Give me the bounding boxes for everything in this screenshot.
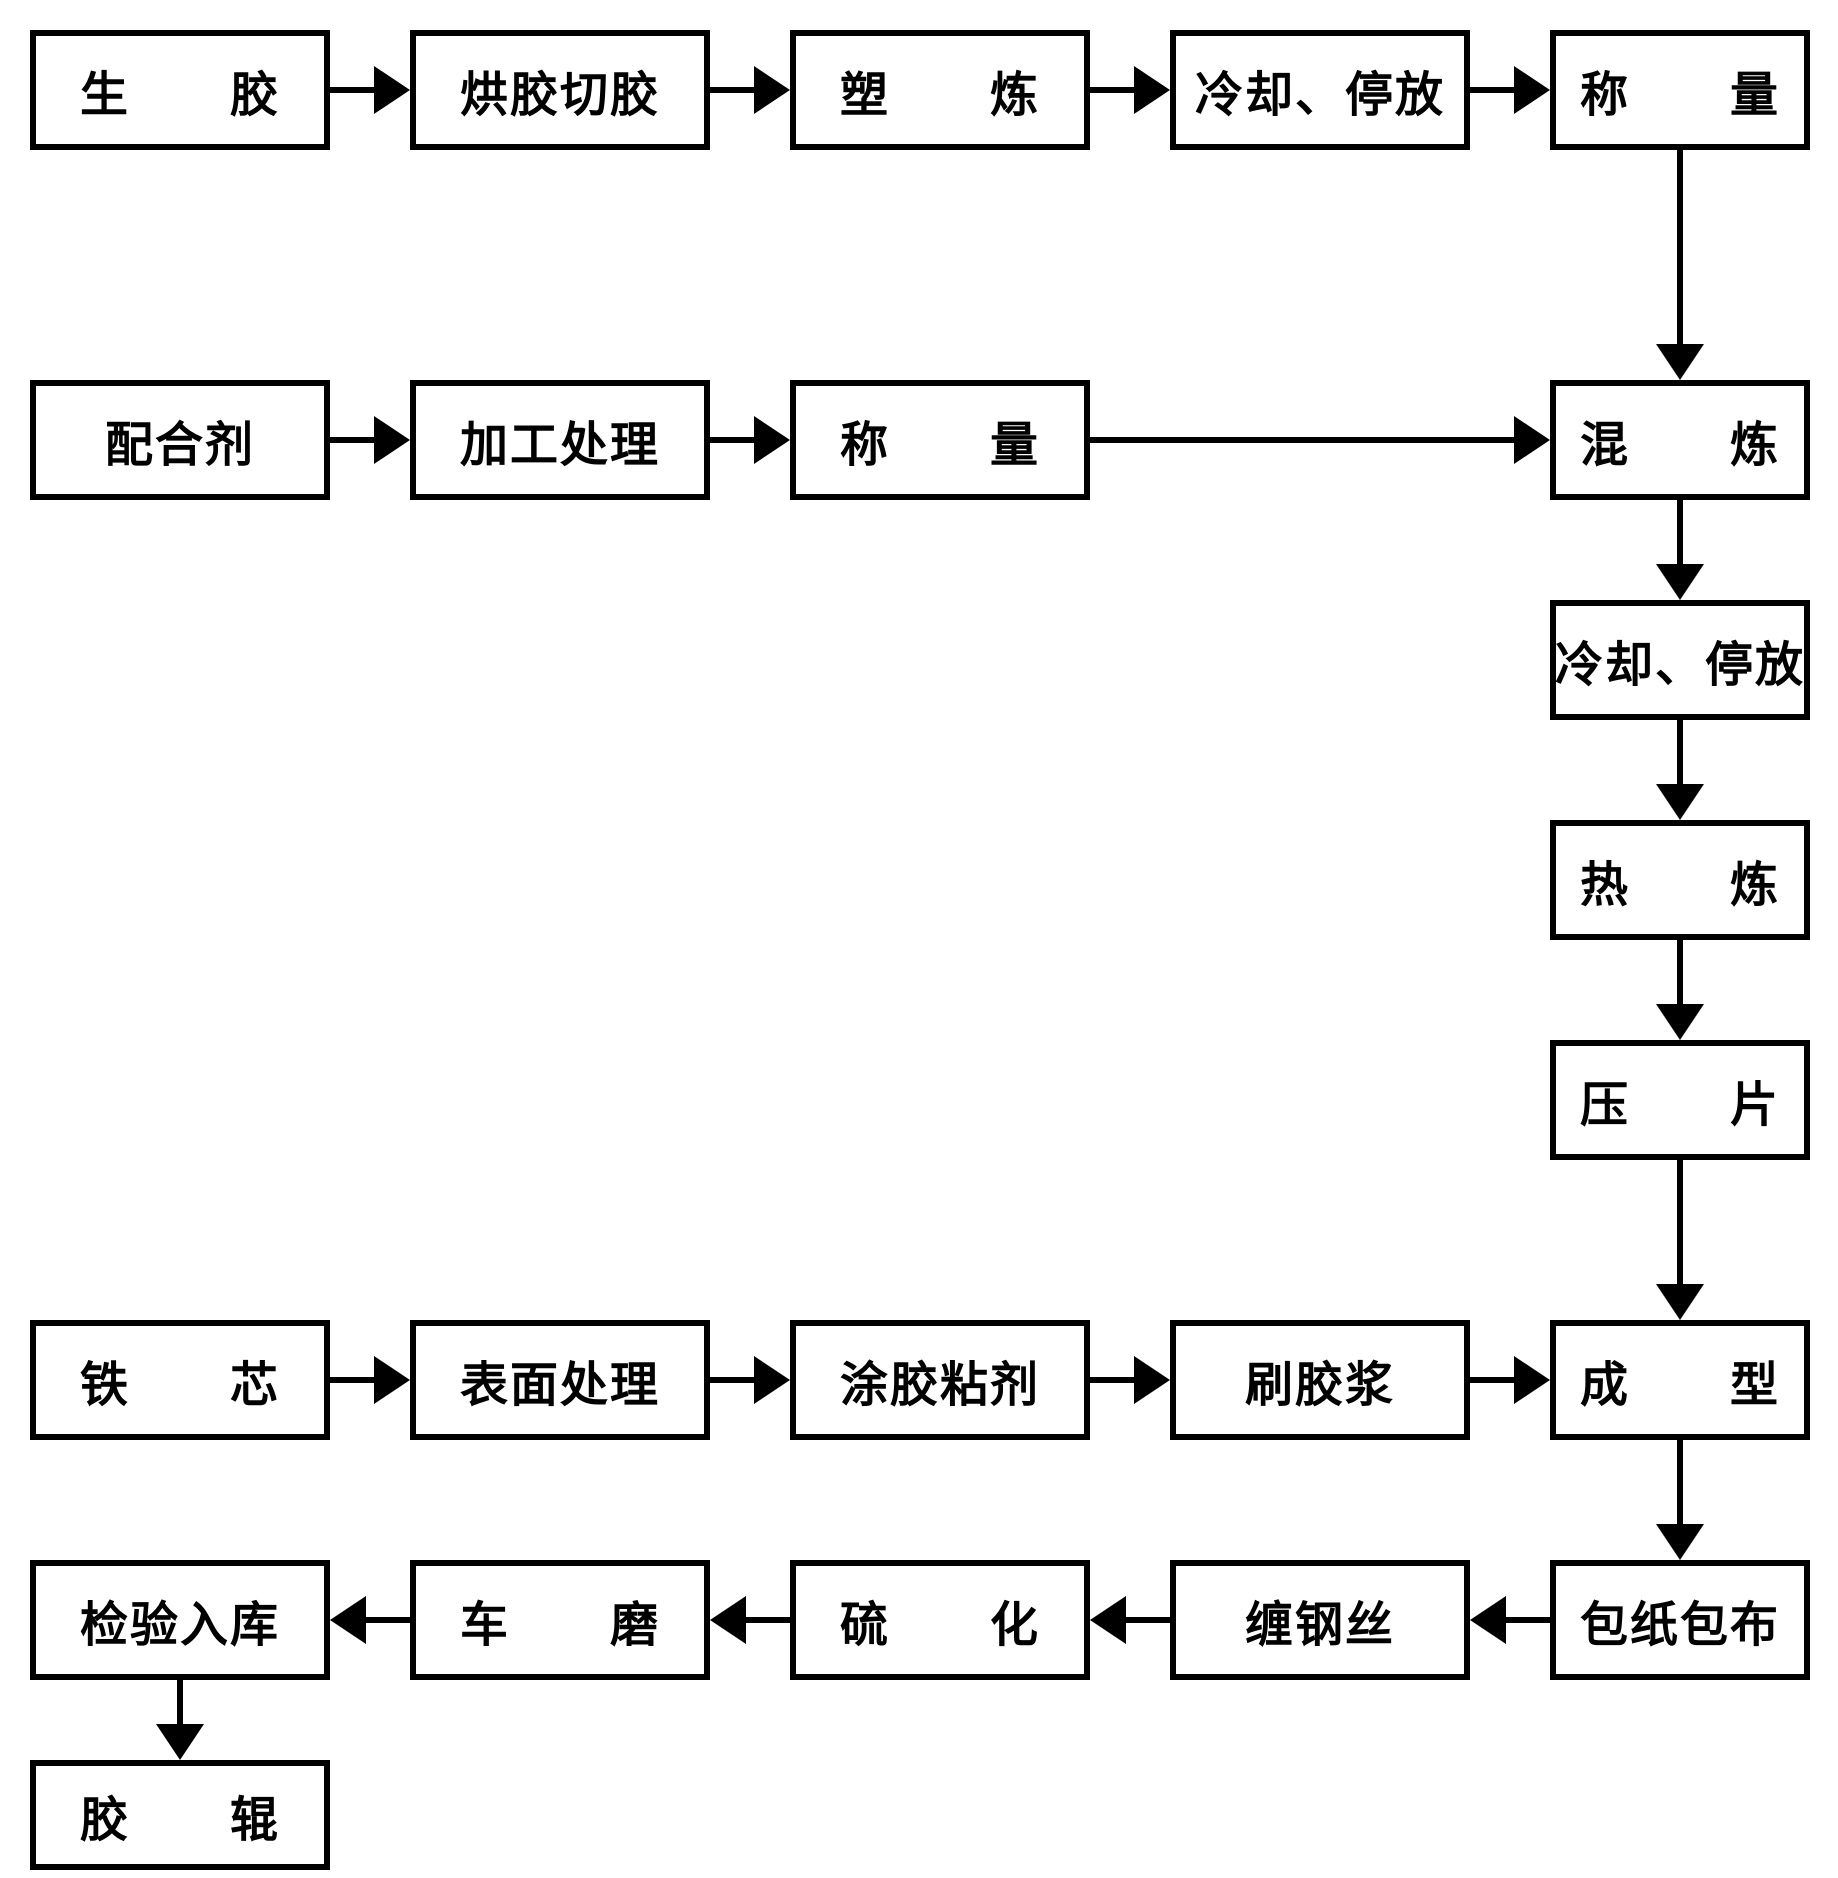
flow-node-n11: 热 炼 — [1550, 820, 1810, 940]
flow-node-label: 称 量 — [1580, 55, 1780, 125]
flow-node-n15: 涂胶粘剂 — [790, 1320, 1090, 1440]
flow-node-label: 配合剂 — [105, 405, 255, 475]
flow-node-label: 称 量 — [840, 405, 1040, 475]
flow-node-n21: 缠钢丝 — [1170, 1560, 1470, 1680]
flow-node-n10: 冷却、停放 — [1550, 600, 1810, 720]
flow-node-n22: 包纸包布 — [1550, 1560, 1810, 1680]
flow-node-label: 缠钢丝 — [1245, 1585, 1395, 1655]
flow-node-n18: 检验入库 — [30, 1560, 330, 1680]
flow-node-n23: 胶 辊 — [30, 1760, 330, 1870]
flow-node-n5: 称 量 — [1550, 30, 1810, 150]
flow-node-n8: 称 量 — [790, 380, 1090, 500]
flow-node-label: 硫 化 — [840, 1585, 1040, 1655]
flow-node-label: 胶 辊 — [80, 1780, 280, 1850]
flow-node-n4: 冷却、停放 — [1170, 30, 1470, 150]
flow-node-label: 烘胶切胶 — [460, 55, 660, 125]
flow-node-n16: 刷胶浆 — [1170, 1320, 1470, 1440]
flow-node-n13: 铁 芯 — [30, 1320, 330, 1440]
flow-node-label: 刷胶浆 — [1245, 1345, 1395, 1415]
flow-node-label: 生 胶 — [80, 55, 280, 125]
flow-node-label: 车 磨 — [460, 1585, 660, 1655]
flow-node-label: 冷却、停放 — [1555, 625, 1805, 695]
flow-node-label: 成 型 — [1580, 1345, 1780, 1415]
flow-node-n20: 硫 化 — [790, 1560, 1090, 1680]
flow-node-n14: 表面处理 — [410, 1320, 710, 1440]
flow-node-n2: 烘胶切胶 — [410, 30, 710, 150]
flow-node-n9: 混 炼 — [1550, 380, 1810, 500]
flow-node-n12: 压 片 — [1550, 1040, 1810, 1160]
flow-node-label: 压 片 — [1580, 1065, 1780, 1135]
flow-node-n3: 塑 炼 — [790, 30, 1090, 150]
flowchart-canvas: 生 胶烘胶切胶塑 炼冷却、停放称 量配合剂加工处理称 量混 炼冷却、停放热 炼压… — [0, 0, 1838, 1878]
flow-node-label: 涂胶粘剂 — [840, 1345, 1040, 1415]
flow-node-label: 塑 炼 — [840, 55, 1040, 125]
flow-node-label: 混 炼 — [1580, 405, 1780, 475]
flow-node-n19: 车 磨 — [410, 1560, 710, 1680]
flow-node-label: 加工处理 — [460, 405, 660, 475]
flow-node-n7: 加工处理 — [410, 380, 710, 500]
flow-node-label: 冷却、停放 — [1195, 55, 1445, 125]
flow-node-label: 包纸包布 — [1580, 1585, 1780, 1655]
flow-node-label: 检验入库 — [80, 1585, 280, 1655]
flow-node-n17: 成 型 — [1550, 1320, 1810, 1440]
flow-node-label: 表面处理 — [460, 1345, 660, 1415]
flow-node-label: 热 炼 — [1580, 845, 1780, 915]
flow-node-label: 铁 芯 — [80, 1345, 280, 1415]
flow-node-n6: 配合剂 — [30, 380, 330, 500]
flow-node-n1: 生 胶 — [30, 30, 330, 150]
